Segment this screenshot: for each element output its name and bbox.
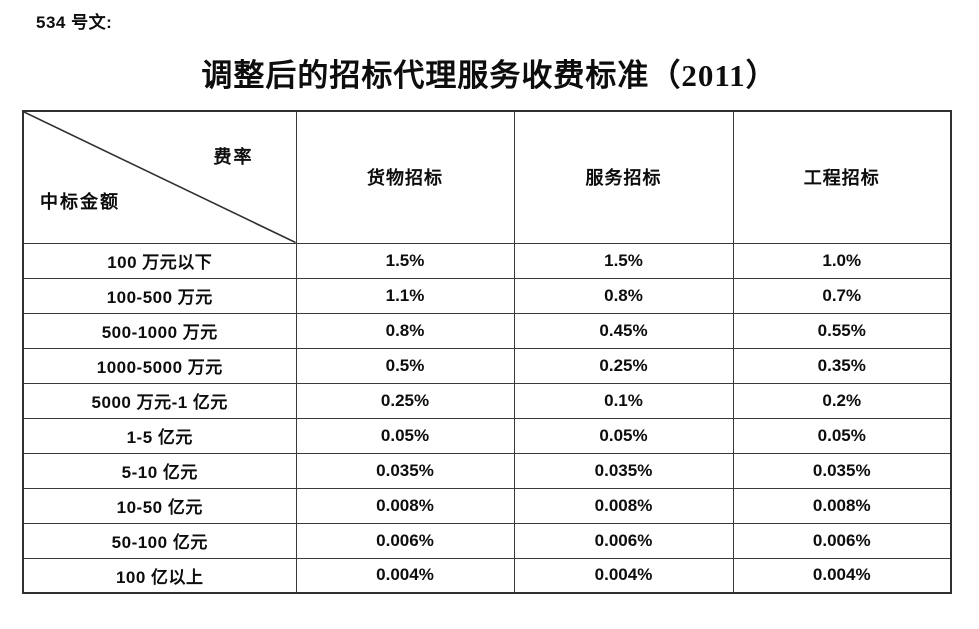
table-row: 5-10 亿元 0.035% 0.035% 0.035% [22,452,952,489]
rate-cell: 1.5% [513,242,734,279]
row-label: 500-1000 万元 [22,312,297,349]
table-row: 500-1000 万元 0.8% 0.45% 0.55% [22,312,952,349]
rate-cell: 0.035% [295,452,515,489]
column-header-works: 工程招标 [732,110,952,244]
rate-cell: 0.006% [513,522,734,559]
rate-cell: 1.0% [732,242,952,279]
rate-cell: 0.8% [513,277,734,314]
column-header-goods: 货物招标 [295,110,515,244]
column-header-services: 服务招标 [513,110,734,244]
header-row: 费率 中标金额 货物招标 服务招标 工程招标 [22,110,952,244]
row-label: 5-10 亿元 [22,452,297,489]
row-label: 1000-5000 万元 [22,347,297,384]
table-row: 100 亿以上 0.004% 0.004% 0.004% [22,557,952,594]
rate-cell: 0.1% [513,382,734,419]
rate-cell: 0.004% [732,557,952,594]
table-row: 100-500 万元 1.1% 0.8% 0.7% [22,277,952,314]
table-header: 费率 中标金额 货物招标 服务招标 工程招标 [22,110,952,244]
diagonal-corner-cell: 费率 中标金额 [22,110,297,244]
rate-cell: 0.035% [513,452,734,489]
row-label: 100-500 万元 [22,277,297,314]
row-label: 5000 万元-1 亿元 [22,382,297,419]
rate-cell: 0.5% [295,347,515,384]
rate-cell: 0.008% [732,487,952,524]
diagonal-line [24,112,296,243]
rate-cell: 0.035% [732,452,952,489]
row-label: 100 万元以下 [22,242,297,279]
rate-cell: 0.006% [732,522,952,559]
table-row: 10-50 亿元 0.008% 0.008% 0.008% [22,487,952,524]
rate-cell: 0.008% [295,487,515,524]
table-row: 100 万元以下 1.5% 1.5% 1.0% [22,242,952,279]
page-title: 调整后的招标代理服务收费标准（2011） [201,58,778,93]
rate-cell: 0.25% [295,382,515,419]
rate-cell: 0.05% [732,417,952,454]
rate-cell: 0.004% [295,557,515,594]
row-label: 50-100 亿元 [22,522,297,559]
table-row: 1-5 亿元 0.05% 0.05% 0.05% [22,417,952,454]
row-label: 10-50 亿元 [22,487,297,524]
rate-cell: 0.006% [295,522,515,559]
fee-rate-table: 费率 中标金额 货物招标 服务招标 工程招标 100 万元以下 1.5% 1.5… [22,110,952,594]
rate-cell: 0.35% [732,347,952,384]
table-body: 100 万元以下 1.5% 1.5% 1.0% 100-500 万元 1.1% … [22,242,952,594]
rate-cell: 0.7% [732,277,952,314]
table-row: 1000-5000 万元 0.5% 0.25% 0.35% [22,347,952,384]
rate-cell: 0.8% [295,312,515,349]
rate-cell: 0.55% [732,312,952,349]
table-row: 5000 万元-1 亿元 0.25% 0.1% 0.2% [22,382,952,419]
row-label: 1-5 亿元 [22,417,297,454]
rate-cell: 0.05% [513,417,734,454]
rate-cell: 0.25% [513,347,734,384]
rate-cell: 1.1% [295,277,515,314]
rate-cell: 0.004% [513,557,734,594]
rate-cell: 0.008% [513,487,734,524]
corner-label-amount: 中标金额 [40,191,120,212]
corner-label-rate: 费率 [213,147,254,167]
rate-cell: 0.45% [513,312,734,349]
row-label: 100 亿以上 [22,557,297,594]
document-ref-label: 534 号文: [36,13,113,32]
table-row: 50-100 亿元 0.006% 0.006% 0.006% [22,522,952,559]
rate-cell: 0.2% [732,382,952,419]
rate-cell: 1.5% [295,242,515,279]
rate-cell: 0.05% [295,417,515,454]
